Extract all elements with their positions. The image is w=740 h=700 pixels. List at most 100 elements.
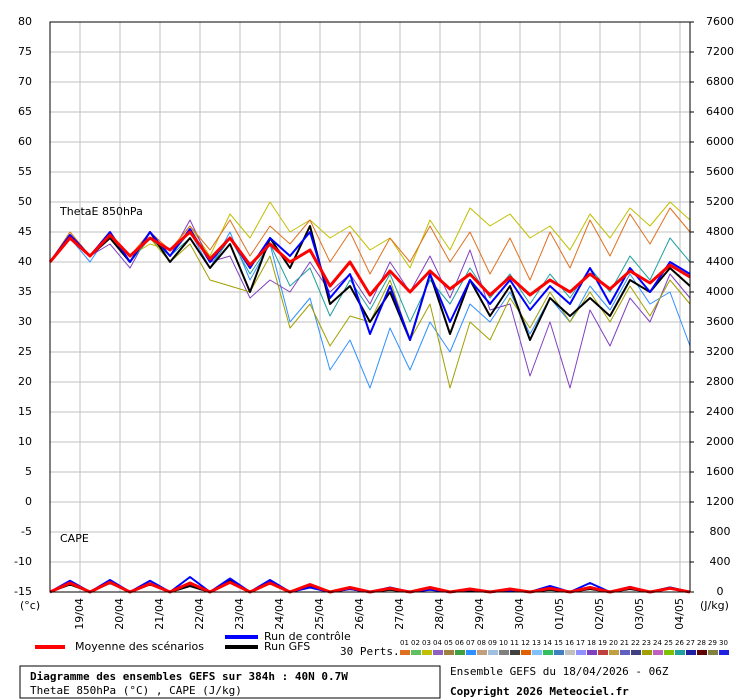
- perturbation-code: 28: [697, 639, 706, 647]
- perturbation-swatch: [466, 650, 476, 655]
- perturbation-swatch: [631, 650, 641, 655]
- x-tick-label: 26/04: [353, 598, 366, 630]
- x-tick-label: 03/05: [633, 598, 646, 630]
- perturbation-swatch: [642, 650, 652, 655]
- y2-tick-label: 2400: [706, 405, 734, 418]
- y-tick-label: 40: [18, 255, 32, 268]
- perturbation-code: 22: [631, 639, 640, 647]
- perturbation-swatch: [609, 650, 619, 655]
- x-tick-label: 24/04: [273, 598, 286, 630]
- perturbation-code: 29: [708, 639, 717, 647]
- perturbation-swatch: [620, 650, 630, 655]
- y2-tick-label: 800: [710, 525, 731, 538]
- perturbation-code: 07: [466, 639, 475, 647]
- x-tick-label: 21/04: [153, 598, 166, 630]
- perturbation-swatch: [675, 650, 685, 655]
- subtitle: ThetaE 850hPa (°C) , CAPE (J/kg): [30, 684, 242, 697]
- y2-tick-label: 4800: [706, 225, 734, 238]
- perturbation-code: 01: [400, 639, 409, 647]
- y-tick-label: 35: [18, 285, 32, 298]
- perturbation-swatch: [686, 650, 696, 655]
- y-tick-label: 70: [18, 75, 32, 88]
- legend-label: Moyenne des scénarios: [75, 640, 204, 653]
- y-tick-label: 5: [25, 465, 32, 478]
- x-tick-label: 25/04: [313, 598, 326, 630]
- perturbation-label: 30 Perts.: [340, 645, 400, 658]
- perturbation-swatch: [422, 650, 432, 655]
- copyright: Copyright 2026 Meteociel.fr: [450, 685, 629, 698]
- perturbation-swatch: [521, 650, 531, 655]
- perturbation-code: 09: [488, 639, 497, 647]
- y-tick-label: 55: [18, 165, 32, 178]
- x-tick-label: 30/04: [513, 598, 526, 630]
- x-tick-label: 22/04: [193, 598, 206, 630]
- y2-tick-label: 2800: [706, 375, 734, 388]
- y-tick-label: 45: [18, 225, 32, 238]
- perturbation-swatch: [598, 650, 608, 655]
- perturbation-code: 03: [422, 639, 431, 647]
- perturbation-code: 30: [719, 639, 728, 647]
- y2-tick-label: 4400: [706, 255, 734, 268]
- y-tick-label: 60: [18, 135, 32, 148]
- x-tick-label: 20/04: [113, 598, 126, 630]
- perturbation-swatch: [719, 650, 729, 655]
- legend-label: Run GFS: [264, 640, 310, 653]
- perturbation-swatch: [433, 650, 443, 655]
- perturbation-swatch: [708, 650, 718, 655]
- perturbation-code: 15: [554, 639, 563, 647]
- x-tick-label: 27/04: [393, 598, 406, 630]
- title: Diagramme des ensembles GEFS sur 384h : …: [30, 670, 348, 683]
- y2-tick-label: 7600: [706, 15, 734, 28]
- perturbation-code: 23: [642, 639, 651, 647]
- y2-axis-label: (J/kg): [700, 599, 729, 612]
- perturbation-code: 20: [609, 639, 618, 647]
- perturbation-swatch: [543, 650, 553, 655]
- y-axis-label: (°c): [20, 599, 40, 612]
- perturbation-swatch: [444, 650, 454, 655]
- y2-tick-label: 1200: [706, 495, 734, 508]
- series-line: [48, 230, 691, 297]
- y2-tick-label: 6800: [706, 75, 734, 88]
- y2-tick-label: 5200: [706, 195, 734, 208]
- perturbation-code: 10: [499, 639, 508, 647]
- y2-tick-label: 400: [710, 555, 731, 568]
- perturbation-code: 16: [565, 639, 574, 647]
- y-tick-label: 80: [18, 15, 32, 28]
- y-tick-label: -15: [14, 585, 32, 598]
- perturbation-code: 06: [455, 639, 464, 647]
- y-tick-label: 75: [18, 45, 32, 58]
- grid: [50, 21, 690, 593]
- perturbation-swatch: [554, 650, 564, 655]
- perturbation-code: 25: [664, 639, 673, 647]
- series-line: [49, 207, 691, 281]
- y2-tick-label: 2000: [706, 435, 734, 448]
- y-tick-label: 25: [18, 345, 32, 358]
- perturbation-code: 27: [686, 639, 695, 647]
- run-label: Ensemble GEFS du 18/04/2026 - 06Z: [450, 665, 669, 678]
- x-tick-label: 01/05: [553, 598, 566, 630]
- y2-tick-label: 0: [717, 585, 724, 598]
- perturbation-code: 17: [576, 639, 585, 647]
- perturbation-code: 12: [521, 639, 530, 647]
- perturbation-code: 05: [444, 639, 453, 647]
- perturbation-code: 19: [598, 639, 607, 647]
- x-tick-label: 28/04: [433, 598, 446, 630]
- y2-tick-label: 3200: [706, 345, 734, 358]
- perturbation-swatch: [664, 650, 674, 655]
- annotation: ThetaE 850hPa: [59, 205, 143, 218]
- perturbation-code: 13: [532, 639, 541, 647]
- perturbation-code: 26: [675, 639, 684, 647]
- perturbation-swatch: [510, 650, 520, 655]
- x-tick-label: 04/05: [673, 598, 686, 630]
- y-tick-label: -5: [21, 525, 32, 538]
- y-tick-label: 50: [18, 195, 32, 208]
- x-tick-label: 29/04: [473, 598, 486, 630]
- info-box: [19, 665, 441, 699]
- perturbation-swatch: [587, 650, 597, 655]
- perturbation-swatch: [455, 650, 465, 655]
- perturbation-swatch: [565, 650, 575, 655]
- x-tick-label: 19/04: [73, 598, 86, 630]
- y-tick-label: 30: [18, 315, 32, 328]
- perturbation-code: 24: [653, 639, 662, 647]
